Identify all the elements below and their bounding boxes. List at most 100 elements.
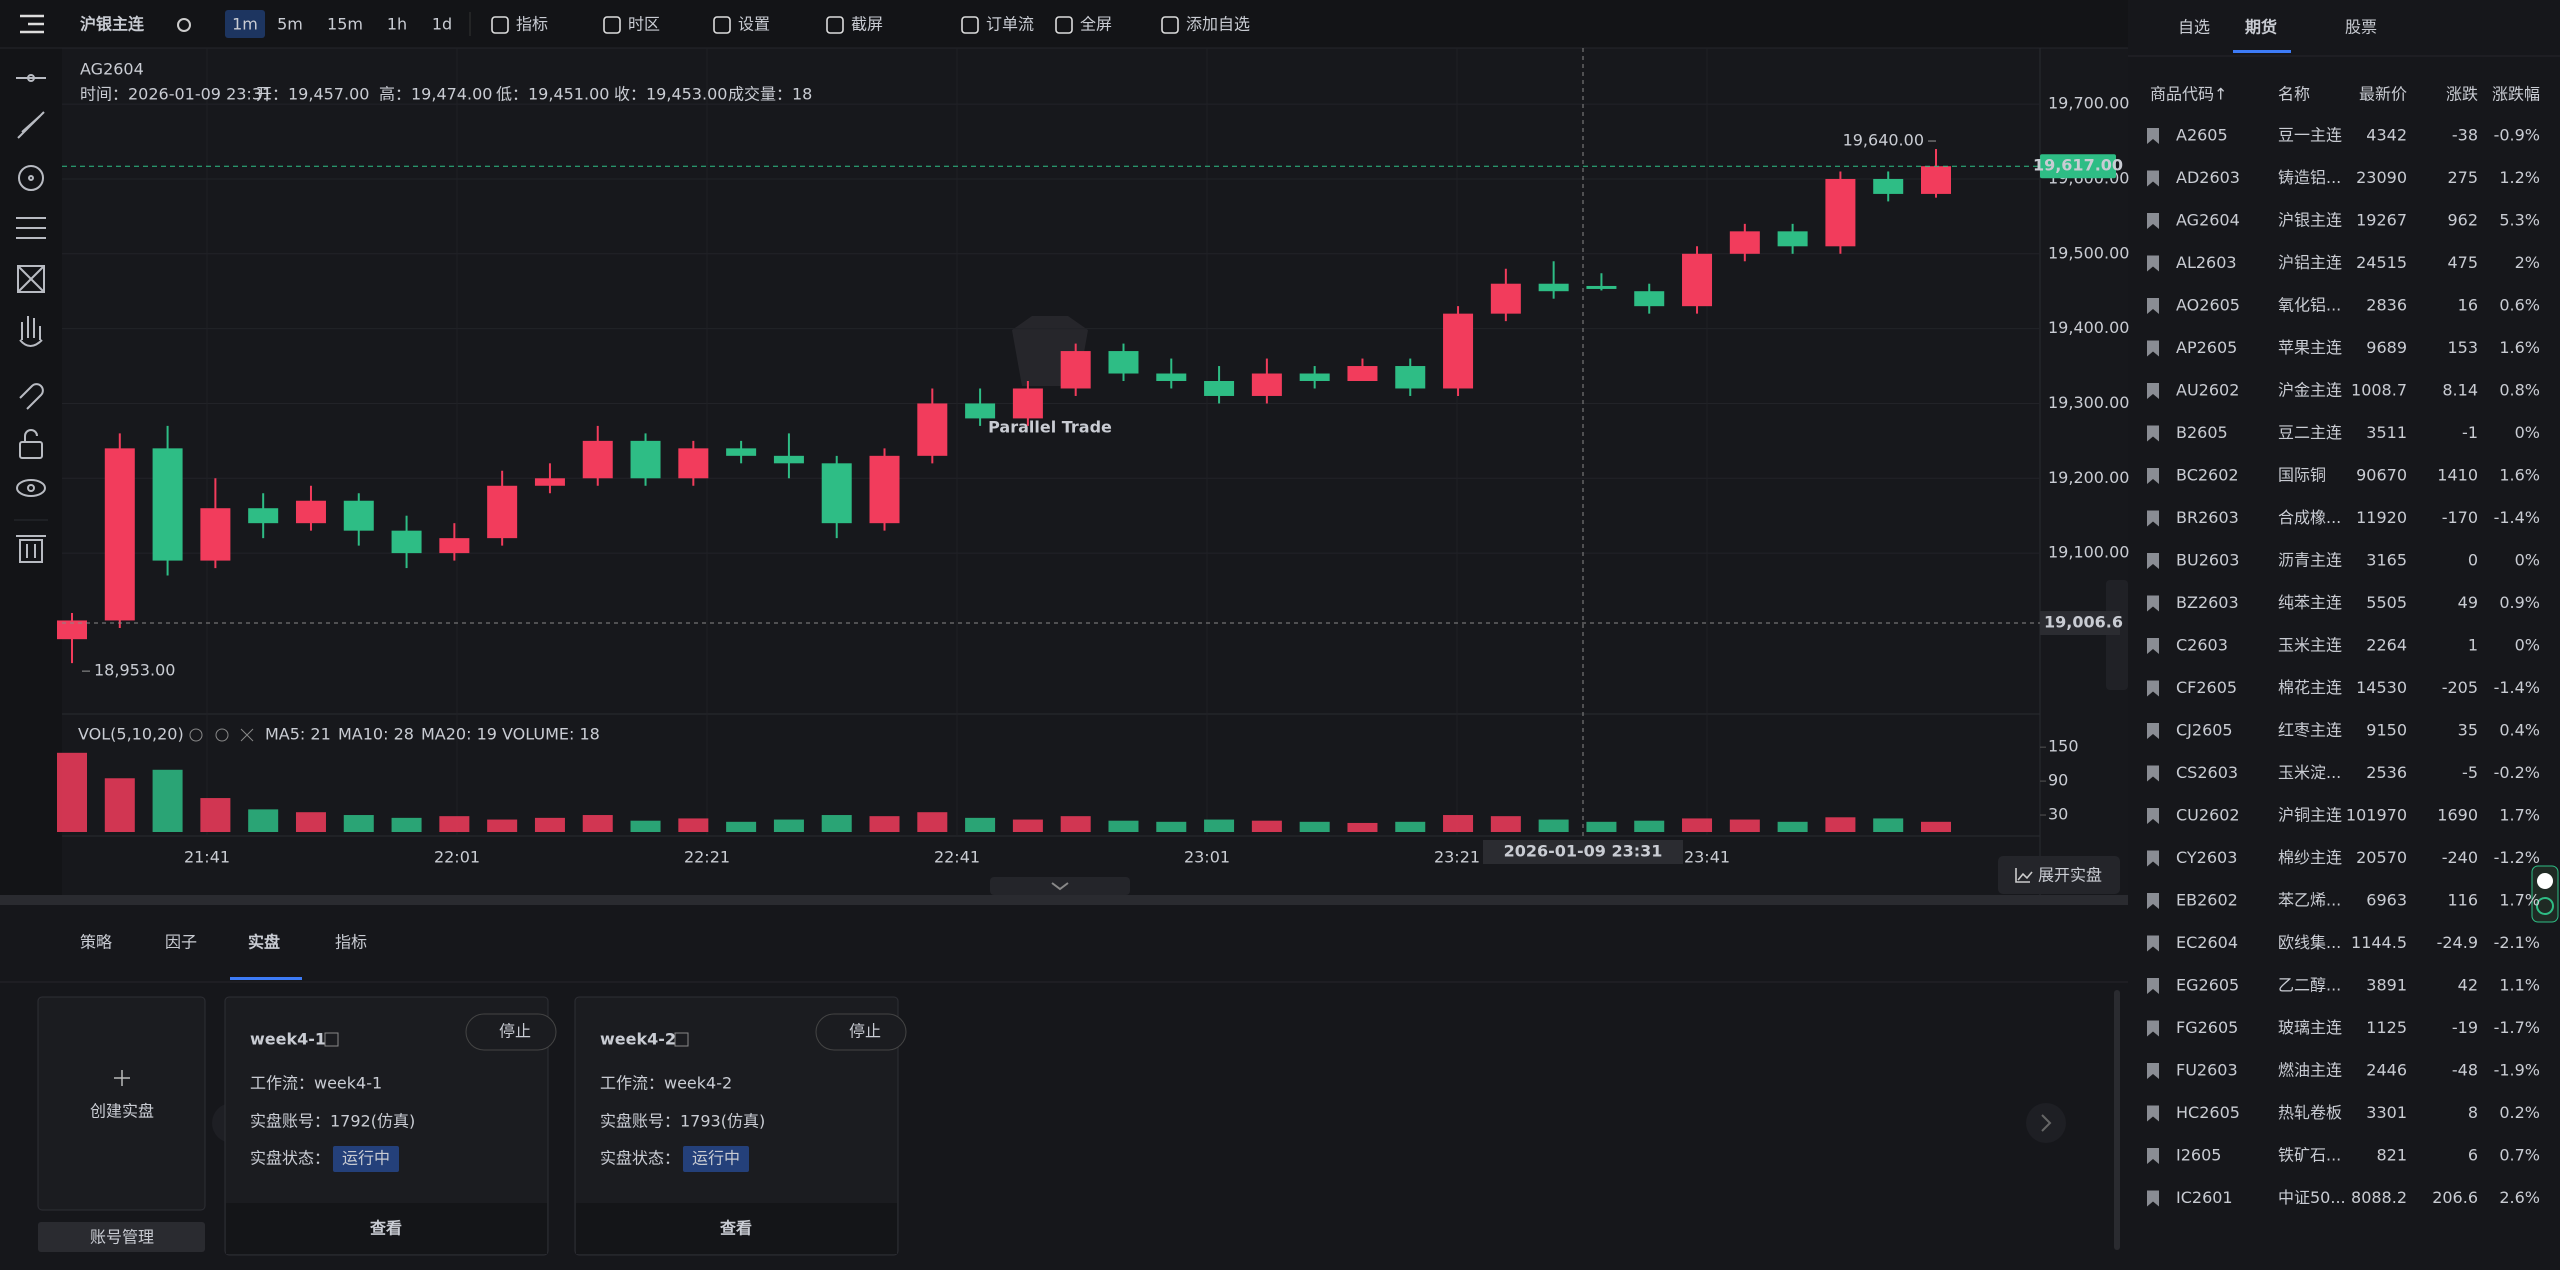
table-cell[interactable]: EB2602 [2176,891,2238,910]
tool-icon[interactable] [491,16,509,34]
table-cell[interactable]: CY2603 [2176,848,2237,867]
splitter[interactable] [0,895,2128,905]
tool-button[interactable]: 订单流 [986,15,1034,34]
bottom-tab[interactable]: 策略 [80,933,112,952]
stop-button[interactable] [815,1013,907,1051]
vol-icon[interactable] [240,728,254,742]
drawing-tools[interactable] [16,74,46,563]
tool-icon[interactable] [1055,16,1073,34]
table-cell[interactable]: EC2604 [2176,933,2238,952]
tool-icon[interactable] [713,16,731,34]
table-cell[interactable]: IC2601 [2176,1188,2233,1207]
bookmark-icon[interactable] [2147,425,2159,442]
bookmark-icon[interactable] [2147,383,2159,399]
symbol-name[interactable]: 沪银主连 [80,15,145,34]
table-cell[interactable]: AG2604 [2176,211,2240,230]
bookmark-icon[interactable] [2147,1020,2159,1037]
tool-button[interactable]: 添加自选 [1186,15,1250,34]
watchlist-tab[interactable]: 期货 [2245,18,2277,37]
bookmark-icon[interactable] [2147,128,2159,144]
bookmark-icon[interactable] [2147,595,2159,612]
table-cell[interactable]: CJ2605 [2176,721,2233,740]
timeframe[interactable]: 15m [327,15,363,34]
tool-icon[interactable] [603,16,621,34]
table-cell[interactable]: I2605 [2176,1146,2221,1165]
table-cell[interactable]: CS2603 [2176,763,2238,782]
bookmark-icon[interactable] [2147,808,2159,824]
bookmark-icon[interactable] [2147,1063,2159,1079]
scrollbar[interactable] [2114,990,2120,1250]
table-cell[interactable]: EG2605 [2176,976,2239,995]
bookmark-icon[interactable] [2147,680,2159,697]
table-cell[interactable]: B2605 [2176,423,2228,442]
view-button[interactable]: 查看 [370,1219,402,1238]
table-cell[interactable]: BC2602 [2176,466,2239,485]
bookmark-icon[interactable] [2147,213,2159,229]
bookmark-icon[interactable] [2147,850,2159,867]
timeframe[interactable]: 1d [432,15,452,34]
watchlist-tab[interactable]: 自选 [2178,18,2210,37]
timeframe[interactable]: 5m [277,15,303,34]
bookmark-icon[interactable] [2147,978,2159,994]
accounts-button[interactable] [38,1222,205,1252]
tool-button[interactable]: 全屏 [1080,15,1112,34]
tool-button[interactable]: 设置 [738,15,770,34]
watchlist-tab[interactable]: 股票 [2345,18,2377,37]
bookmark-icon[interactable] [2147,340,2159,357]
table-cell[interactable]: AL2603 [2176,253,2237,272]
stop-label[interactable]: 停止 [849,1022,881,1041]
edit-icon[interactable] [324,1032,339,1047]
table-cell[interactable]: BR2603 [2176,508,2239,527]
table-cell[interactable]: AU2602 [2176,381,2239,400]
tool-icon[interactable] [826,16,844,34]
tool-button[interactable]: 时区 [628,15,660,34]
table-cell[interactable]: BU2603 [2176,551,2239,570]
menu-icon[interactable] [20,14,44,34]
table-cell[interactable]: AP2605 [2176,338,2237,357]
floating-widget[interactable] [2531,865,2559,923]
bottom-tab[interactable]: 指标 [335,933,367,952]
bookmark-icon[interactable] [2147,510,2159,527]
vol-icon[interactable] [215,728,229,742]
timeframe[interactable]: 1h [387,15,407,34]
vol-icon[interactable] [189,728,203,742]
accounts-label[interactable]: 账号管理 [90,1228,154,1247]
stop-button[interactable] [465,1013,557,1051]
table-cell[interactable]: A2605 [2176,126,2228,145]
expand-label[interactable]: 展开实盘 [2038,866,2102,885]
table-cell[interactable]: BZ2603 [2176,593,2239,612]
search-icon[interactable] [177,18,191,32]
bookmark-icon[interactable] [2147,638,2159,654]
stop-label[interactable]: 停止 [499,1022,531,1041]
table-cell[interactable]: HC2605 [2176,1103,2240,1122]
tool-icon[interactable] [1161,16,1179,34]
expand-button[interactable] [1998,856,2120,894]
create-card[interactable] [37,996,206,1211]
bookmark-icon[interactable] [2147,1105,2159,1122]
bookmark-icon[interactable] [2147,893,2159,909]
table-cell[interactable]: AD2603 [2176,168,2240,187]
collapse-handle[interactable] [990,877,1130,895]
bookmark-icon[interactable] [2147,1148,2159,1164]
next-button[interactable] [2026,1103,2066,1143]
timeframe[interactable]: 1m [232,15,258,34]
table-cell[interactable]: C2603 [2176,636,2228,655]
table-cell[interactable]: AO2605 [2176,296,2240,315]
bookmark-icon[interactable] [2147,468,2159,484]
tool-icon[interactable] [961,16,979,34]
tool-button[interactable]: 截屏 [851,15,883,34]
table-cell[interactable]: FG2605 [2176,1018,2238,1037]
bookmark-icon[interactable] [2147,935,2159,952]
table-cell[interactable]: CF2605 [2176,678,2237,697]
view-button[interactable]: 查看 [720,1219,752,1238]
bottom-tab[interactable]: 因子 [165,933,197,952]
table-cell[interactable]: FU2603 [2176,1061,2238,1080]
bookmark-icon[interactable] [2147,723,2159,739]
bottom-tab[interactable]: 实盘 [248,933,280,952]
bookmark-icon[interactable] [2147,255,2159,272]
bookmark-icon[interactable] [2147,1190,2159,1207]
bookmark-icon[interactable] [2147,298,2159,314]
bookmark-icon[interactable] [2147,553,2159,569]
table-cell[interactable]: CU2602 [2176,806,2240,825]
edit-icon[interactable] [674,1032,689,1047]
